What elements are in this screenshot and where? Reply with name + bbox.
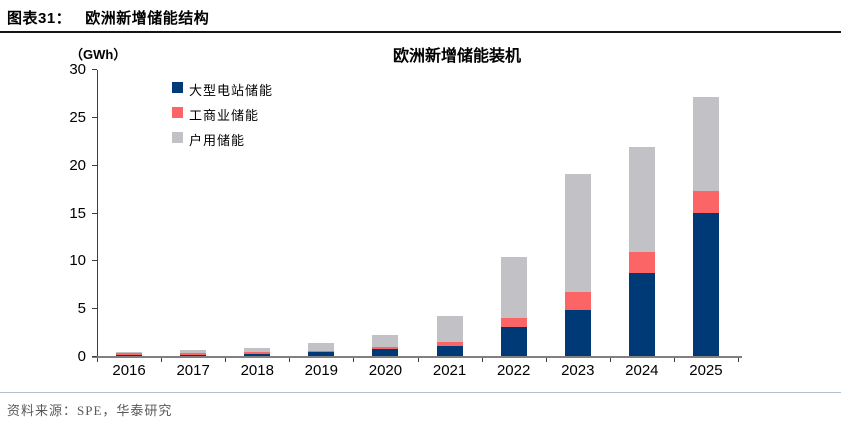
bar-segment-2019-s0	[308, 352, 335, 356]
x-axis-label: 2021	[432, 362, 467, 379]
bar-segment-2021-s2	[436, 315, 463, 342]
bar-segment-2017-s2	[180, 350, 207, 354]
legend-item-1: 工商业储能	[172, 105, 273, 130]
y-axis-tick	[92, 116, 97, 118]
bar-group-2025	[692, 96, 719, 356]
bar-segment-2022-s1	[500, 317, 527, 328]
x-axis-tick	[97, 358, 98, 362]
bar-segment-2022-s2	[500, 256, 527, 318]
x-axis-tick	[353, 358, 355, 362]
bar-segment-2017-s1	[180, 353, 207, 356]
y-axis-tick	[92, 212, 97, 214]
legend-item-2: 户用储能	[172, 130, 273, 155]
bar-segment-2018-s2	[244, 347, 271, 353]
x-axis-tick	[609, 358, 611, 362]
legend-item-0: 大型电站储能	[172, 80, 273, 105]
bar-segment-2020-s0	[372, 349, 399, 356]
figure-title: 欧洲新增储能结构	[85, 10, 210, 27]
bar-segment-2020-s1	[372, 346, 399, 350]
bar-segment-2025-s1	[692, 191, 719, 214]
y-axis-label: 20	[69, 156, 86, 174]
x-axis-tick	[289, 358, 291, 362]
y-axis-label: 15	[69, 204, 86, 222]
x-axis-tick	[417, 358, 419, 362]
bar-segment-2022-s0	[500, 327, 527, 356]
y-axis-label: 25	[69, 108, 86, 126]
legend-swatch-icon	[172, 107, 183, 118]
bar-group-2018	[244, 347, 271, 356]
figure-number: 图表31：	[7, 10, 72, 27]
x-axis-tick	[545, 358, 547, 362]
bar-group-2017	[180, 350, 207, 356]
legend-label: 户用储能	[189, 133, 246, 148]
x-axis-line	[92, 356, 742, 358]
x-axis-label: 2018	[240, 362, 274, 379]
bar-group-2019	[308, 343, 335, 356]
bar-segment-2018-s0	[244, 354, 271, 356]
footer-divider	[0, 392, 841, 393]
y-axis-tick	[92, 69, 97, 70]
figure-header-text: 图表31： 欧洲新增储能结构	[7, 7, 209, 28]
y-axis-tick	[92, 308, 97, 310]
x-axis-tick	[738, 358, 739, 362]
figure-header: 图表31： 欧洲新增储能结构	[0, 0, 841, 33]
bar-group-2016	[116, 352, 143, 356]
bar-segment-2025-s0	[692, 213, 719, 356]
legend-label: 大型电站储能	[189, 83, 274, 98]
bar-segment-2021-s1	[436, 341, 463, 347]
y-axis-label: 10	[69, 252, 86, 270]
legend-swatch-icon	[172, 132, 183, 143]
bar-group-2021	[436, 315, 463, 356]
legend-swatch-icon	[172, 82, 183, 93]
x-axis-label: 2023	[561, 362, 595, 379]
x-axis-label: 2020	[368, 362, 403, 379]
y-axis-tick	[92, 260, 97, 262]
x-axis-label: 2022	[496, 362, 531, 379]
x-axis-label: 2017	[176, 362, 210, 379]
bar-segment-2025-s2	[692, 96, 719, 192]
bar-segment-2024-s1	[628, 251, 655, 273]
x-axis-tick	[225, 358, 227, 362]
bar-segment-2021-s0	[436, 346, 463, 356]
bar-group-2022	[500, 256, 527, 356]
bar-segment-2024-s0	[628, 272, 655, 356]
y-axis-unit-label: （GWh）	[70, 47, 127, 62]
y-axis-label: 30	[69, 61, 86, 78]
y-axis-label: 0	[77, 348, 86, 365]
bar-segment-2016-s0	[116, 355, 143, 356]
y-axis-label: 5	[77, 300, 86, 318]
bar-group-2024	[628, 147, 655, 356]
bar-segment-2024-s2	[628, 147, 655, 252]
bar-segment-2023-s1	[564, 291, 591, 311]
x-axis-tick	[161, 358, 163, 362]
y-axis-tick	[92, 164, 97, 166]
bar-segment-2018-s1	[244, 352, 271, 355]
x-axis-label: 2025	[689, 362, 723, 379]
x-axis-label: 2024	[625, 362, 659, 379]
x-axis-tick	[673, 358, 675, 362]
source-text: 资料来源：SPE，华泰研究	[7, 403, 173, 418]
chart-legend: 大型电站储能 工商业储能户用储能	[172, 80, 273, 155]
bar-group-2020	[372, 334, 399, 356]
y-axis-line	[97, 70, 98, 357]
bar-segment-2016-s1	[116, 352, 143, 356]
y-axis-tick	[92, 356, 97, 357]
bar-segment-2017-s0	[180, 355, 207, 356]
chart-title: 欧洲新增储能装机	[392, 48, 521, 65]
legend-label: 工商业储能	[189, 108, 260, 123]
bar-segment-2023-s2	[564, 174, 591, 292]
bar-segment-2019-s2	[308, 343, 335, 351]
bar-segment-2023-s0	[564, 310, 591, 356]
x-axis-label: 2016	[112, 362, 146, 379]
bar-segment-2019-s1	[308, 350, 335, 353]
bar-group-2023	[564, 174, 591, 356]
x-axis-tick	[481, 358, 483, 362]
bar-segment-2020-s2	[372, 334, 399, 347]
x-axis-label: 2019	[304, 362, 339, 379]
